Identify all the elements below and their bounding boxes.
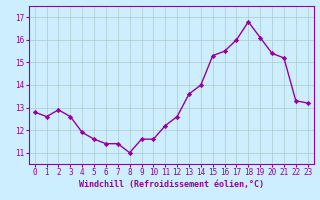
X-axis label: Windchill (Refroidissement éolien,°C): Windchill (Refroidissement éolien,°C) <box>79 180 264 189</box>
